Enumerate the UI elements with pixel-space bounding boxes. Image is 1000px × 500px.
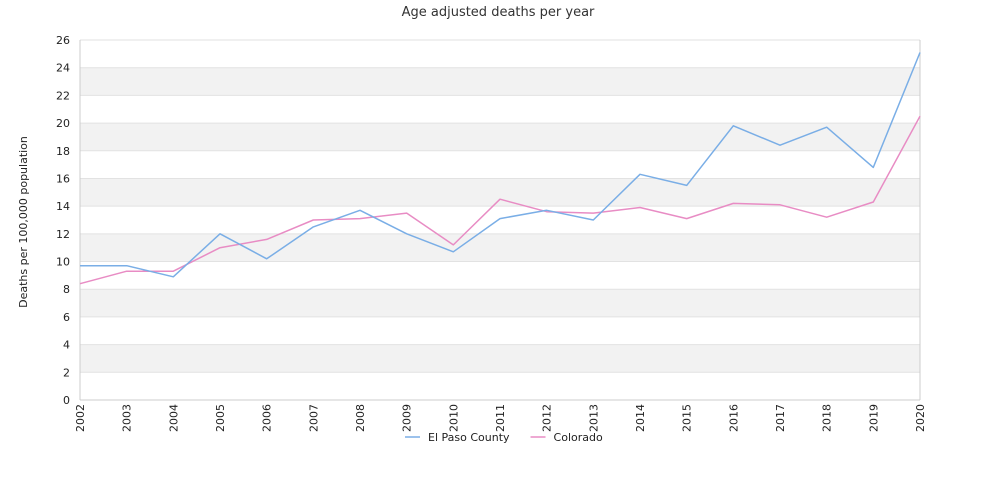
y-tick-label: 2 [63, 366, 70, 379]
x-tick-label: 2016 [727, 404, 740, 432]
y-tick-label: 0 [63, 394, 70, 407]
x-tick-label: 2012 [541, 404, 554, 432]
y-tick-label: 26 [56, 34, 70, 47]
x-tick-label: 2011 [494, 404, 507, 432]
x-tick-label: 2014 [634, 404, 647, 432]
gridlines [80, 39, 920, 401]
y-tick-label: 12 [56, 228, 70, 241]
legend[interactable]: El Paso County Colorado [405, 431, 603, 444]
x-tick-label: 2005 [214, 404, 227, 432]
y-tick-label: 14 [56, 200, 70, 213]
y-tick-label: 20 [56, 117, 70, 130]
x-tick-label: 2003 [121, 404, 134, 432]
x-tick-label: 2010 [447, 404, 460, 432]
y-axis-label: Deaths per 100,000 population [17, 136, 30, 308]
series-lines [79, 52, 921, 285]
background-bands [80, 67, 920, 373]
y-tick-label: 4 [63, 339, 70, 352]
y-tick-label: 10 [56, 256, 70, 269]
x-tick-label: 2006 [261, 404, 274, 432]
background-band [80, 344, 920, 373]
y-tick-label: 8 [63, 283, 70, 296]
legend-label: Colorado [554, 431, 603, 444]
background-band [80, 123, 920, 151]
x-tick-label: 2007 [307, 404, 320, 432]
x-tick-label: 2015 [681, 404, 694, 432]
y-tick-label: 16 [56, 172, 70, 185]
series-line-colorado [79, 115, 921, 285]
x-tick-label: 2019 [867, 404, 880, 432]
legend-label: El Paso County [428, 431, 510, 444]
legend-item-el-paso-county[interactable]: El Paso County [405, 431, 510, 444]
x-tick-label: 2020 [914, 404, 927, 432]
x-tick-label: 2017 [774, 404, 787, 432]
x-tick-label: 2009 [401, 404, 414, 432]
series-line-el-paso-county [80, 52, 921, 278]
background-band [80, 178, 920, 207]
background-band [80, 289, 920, 317]
x-tick-labels: 2002 2003 2004 2005 2006 2007 2008 2009 2010 2011… [74, 404, 927, 432]
x-tick-label: 2018 [821, 404, 834, 432]
y-tick-label: 24 [56, 62, 70, 75]
chart-title: Age adjusted deaths per year [402, 5, 595, 20]
x-tick-label: 2013 [587, 404, 600, 432]
x-tick-label: 2002 [74, 404, 87, 432]
legend-item-colorado[interactable]: Colorado [530, 431, 603, 444]
y-tick-label: 6 [63, 311, 70, 324]
x-tick-label: 2008 [354, 404, 367, 432]
y-tick-label: 18 [56, 145, 70, 158]
y-tick-label: 22 [56, 89, 70, 102]
background-band [80, 67, 920, 96]
x-tick-label: 2004 [167, 404, 180, 432]
